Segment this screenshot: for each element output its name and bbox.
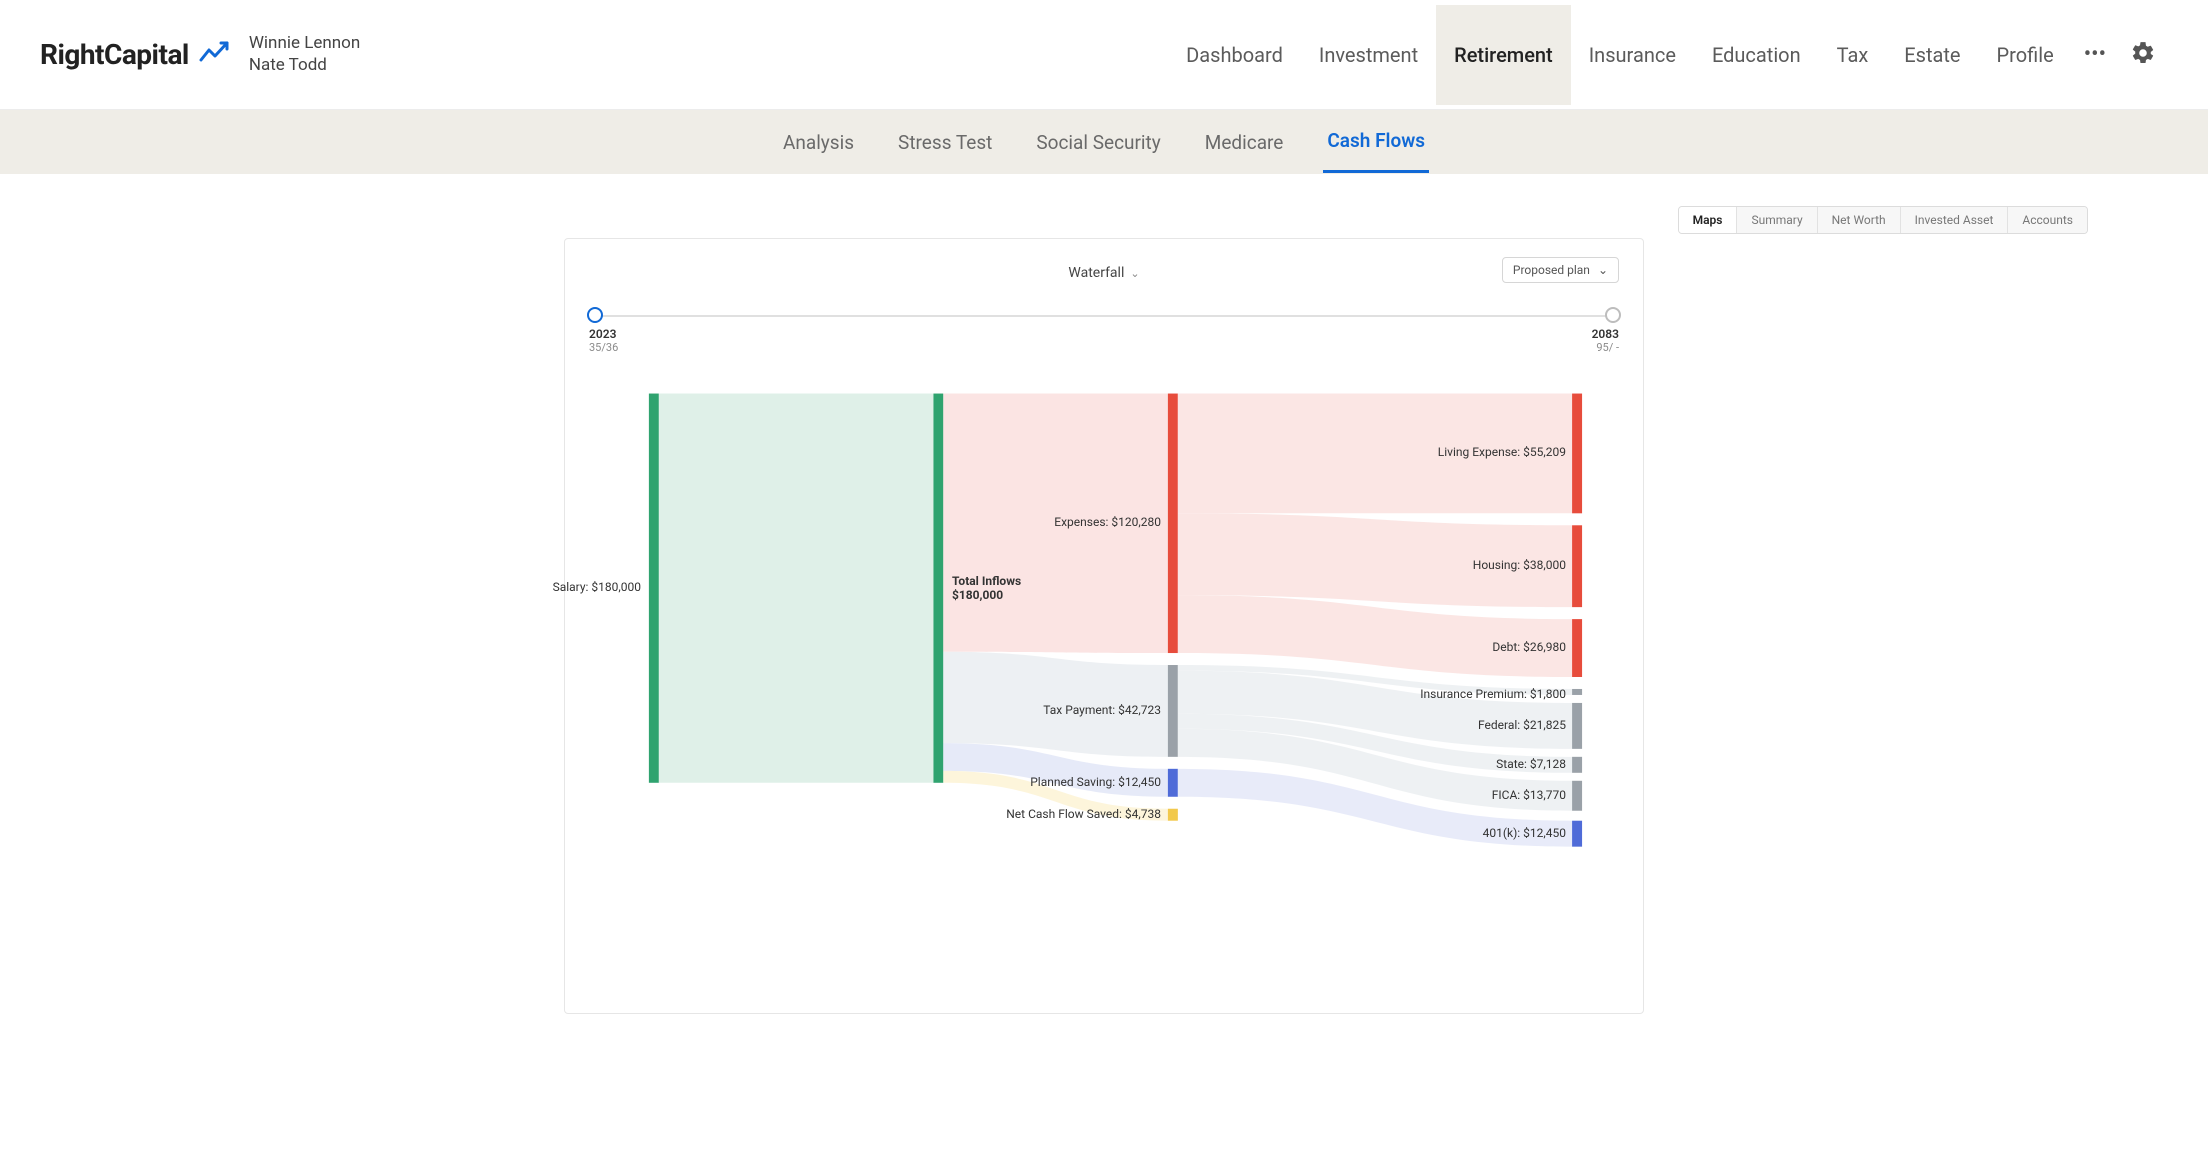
sankey-label: Tax Payment: $42,723 — [1043, 703, 1161, 717]
client-primary: Winnie Lennon — [249, 33, 360, 54]
chart-controls: Waterfall ⌄ Proposed plan ⌄ — [589, 257, 1619, 289]
viewtab-accounts[interactable]: Accounts — [2008, 207, 2087, 233]
nav-education[interactable]: Education — [1694, 5, 1819, 105]
sankey-label: Total Inflows$180,000 — [952, 574, 1021, 602]
viewtab-maps[interactable]: Maps — [1679, 207, 1738, 233]
sankey-label: Insurance Premium: $1,800 — [1420, 687, 1566, 701]
sankey-label: FICA: $13,770 — [1492, 788, 1566, 802]
sankey-label: Living Expense: $55,209 — [1438, 445, 1566, 459]
chart-card: Waterfall ⌄ Proposed plan ⌄ 2023 35/36 2… — [564, 238, 1644, 1014]
sankey-label: Expenses: $120,280 — [1054, 515, 1161, 529]
brand-name: RightCapital — [40, 38, 189, 71]
subnav-cash-flows[interactable]: Cash Flows — [1323, 111, 1429, 173]
subnav-analysis[interactable]: Analysis — [779, 113, 858, 172]
sankey-chart: Salary: $180,000Total Inflows$180,000Exp… — [589, 363, 1619, 983]
start-ages: 35/36 — [589, 341, 618, 354]
slider-track — [589, 315, 1619, 317]
viewtab-net-worth[interactable]: Net Worth — [1818, 207, 1901, 233]
subnav-social-security[interactable]: Social Security — [1032, 113, 1164, 172]
nav-more-icon[interactable]: ••• — [2072, 42, 2118, 67]
nav-retirement[interactable]: Retirement — [1436, 5, 1571, 105]
nav-tax[interactable]: Tax — [1819, 5, 1887, 105]
year-slider[interactable]: 2023 35/36 2083 95/ - — [589, 301, 1619, 357]
sankey-label: State: $7,128 — [1496, 757, 1566, 771]
viewtab-invested-asset[interactable]: Invested Asset — [1901, 207, 2009, 233]
start-year: 2023 — [589, 327, 616, 341]
nav-insurance[interactable]: Insurance — [1571, 5, 1694, 105]
subnav-medicare[interactable]: Medicare — [1201, 113, 1288, 172]
nav-estate[interactable]: Estate — [1886, 5, 1978, 105]
sub-nav: Analysis Stress Test Social Security Med… — [0, 110, 2208, 174]
slider-handle-end[interactable] — [1605, 307, 1621, 323]
chart-type-dropdown[interactable]: Waterfall ⌄ — [1068, 265, 1139, 281]
sankey-label: Planned Saving: $12,450 — [1030, 775, 1161, 789]
sankey-label: Housing: $38,000 — [1473, 558, 1566, 572]
app-root: RightCapital Winnie Lennon Nate Todd Das… — [0, 0, 2208, 1152]
nav-profile[interactable]: Profile — [1979, 5, 2072, 105]
topbar: RightCapital Winnie Lennon Nate Todd Das… — [0, 0, 2208, 110]
nav-investment[interactable]: Investment — [1301, 5, 1436, 105]
content-area: Maps Summary Net Worth Invested Asset Ac… — [0, 174, 2208, 1152]
plan-label: Proposed plan — [1513, 263, 1590, 277]
viewtab-summary[interactable]: Summary — [1737, 207, 1817, 233]
client-names: Winnie Lennon Nate Todd — [249, 33, 360, 76]
brand-logo-icon — [199, 40, 229, 70]
plan-dropdown[interactable]: Proposed plan ⌄ — [1502, 257, 1619, 283]
slider-handle-start[interactable] — [587, 307, 603, 323]
subnav-stress-test[interactable]: Stress Test — [894, 113, 996, 172]
slider-start-label: 2023 35/36 — [589, 327, 618, 354]
sankey-label: Debt: $26,980 — [1492, 640, 1566, 654]
end-ages: 95/ - — [1592, 341, 1619, 354]
sankey-label: Federal: $21,825 — [1478, 718, 1566, 732]
sankey-label: 401(k): $12,450 — [1483, 826, 1566, 840]
settings-gear-icon[interactable] — [2118, 40, 2168, 70]
chevron-down-icon: ⌄ — [1598, 263, 1608, 277]
client-secondary: Nate Todd — [249, 55, 360, 76]
nav-dashboard[interactable]: Dashboard — [1168, 5, 1301, 105]
chevron-down-icon: ⌄ — [1130, 267, 1139, 280]
view-tabs: Maps Summary Net Worth Invested Asset Ac… — [1678, 206, 2088, 234]
chart-type-label: Waterfall — [1068, 265, 1124, 281]
slider-end-label: 2083 95/ - — [1592, 327, 1619, 354]
sankey-label: Net Cash Flow Saved: $4,738 — [1006, 807, 1161, 821]
brand: RightCapital — [40, 38, 229, 71]
end-year: 2083 — [1592, 327, 1619, 341]
sankey-label: Salary: $180,000 — [553, 580, 641, 594]
main-nav: Dashboard Investment Retirement Insuranc… — [1168, 5, 2168, 105]
